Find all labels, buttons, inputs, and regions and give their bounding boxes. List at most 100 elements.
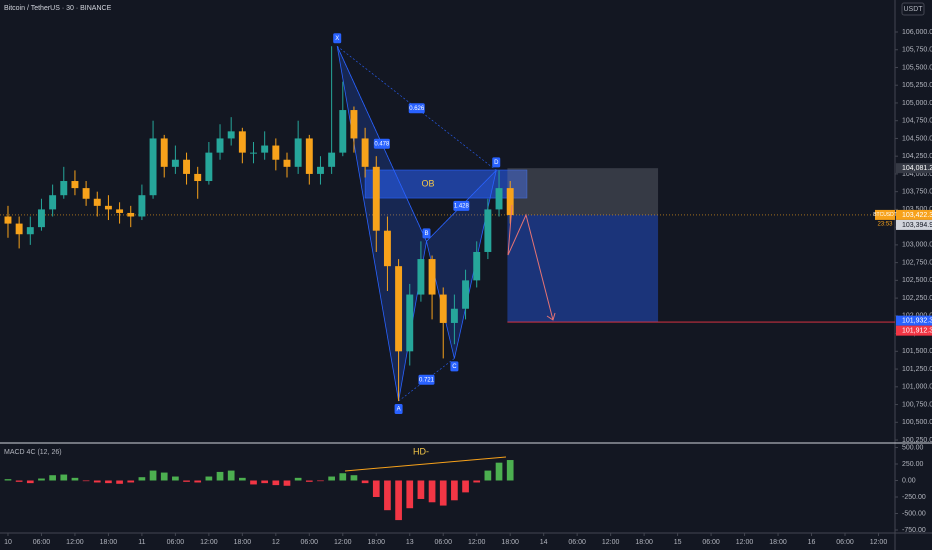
candle-body	[328, 152, 336, 167]
candle-body	[160, 138, 168, 167]
symbol-label: BTCUSDT	[873, 212, 897, 218]
price-label: 104,081.21	[902, 165, 932, 172]
y-tick-label: 250.00	[902, 461, 924, 468]
candle-body	[439, 294, 447, 323]
y-tick-label: 101,500.00	[902, 348, 932, 355]
x-tick-label: 18:00	[769, 539, 787, 546]
macd-bar	[60, 474, 68, 481]
y-tick-label: 105,750.00	[902, 47, 932, 54]
candle-body	[194, 173, 202, 182]
y-tick-label: 101,250.00	[902, 366, 932, 373]
candle-body	[406, 294, 414, 352]
candle-body	[227, 131, 235, 139]
indicator-title: MACD 4C (12, 26)	[4, 449, 62, 456]
x-tick-label: 18:00	[234, 539, 252, 546]
candle-body	[261, 145, 269, 153]
price-label-box	[896, 209, 932, 220]
macd-bar	[495, 462, 503, 481]
point-box	[422, 228, 431, 239]
point-box	[333, 33, 342, 44]
macd-bar	[127, 480, 135, 483]
price-label: 103,422.30	[902, 212, 932, 219]
y-tick-label: 101,000.00	[902, 384, 932, 391]
x-tick-label: 12:00	[870, 539, 888, 546]
candle-body	[38, 209, 45, 228]
candle-body	[149, 138, 157, 196]
candle-body	[506, 188, 514, 216]
y-tick-label: 103,000.00	[902, 242, 932, 249]
macd-bar	[462, 480, 469, 493]
ratio-box	[453, 200, 470, 211]
macd-bar	[38, 478, 45, 481]
y-tick-label: 102,750.00	[902, 259, 932, 266]
y-tick-label: 104,250.00	[902, 153, 932, 160]
divergence-line	[344, 456, 507, 472]
candle-body	[283, 159, 291, 167]
candle-body	[317, 166, 324, 174]
candle-body	[462, 280, 470, 309]
symbol-box	[875, 209, 895, 220]
macd-bar	[26, 480, 34, 484]
y-tick-label: 104,000.00	[902, 171, 932, 178]
y-tick-label: 100,500.00	[902, 419, 932, 426]
candle-body	[495, 188, 503, 210]
candle-body	[60, 181, 68, 196]
candle-body	[350, 110, 358, 139]
x-tick-label: 06:00	[167, 539, 185, 546]
candle-body	[450, 308, 458, 323]
price-label: 103,394.91	[902, 222, 932, 229]
macd-bar	[451, 480, 458, 501]
macd-bar	[105, 480, 112, 484]
y-tick-label: 104,500.00	[902, 135, 932, 142]
macd-bar	[272, 480, 280, 486]
ratio-label: 0.626	[409, 106, 425, 112]
ratio-label: 0.721	[419, 377, 435, 383]
x-tick-label: 15	[674, 539, 682, 546]
x-tick-label: 06:00	[702, 539, 720, 546]
x-tick-label: 06:00	[836, 539, 854, 546]
y-tick-label: -250.00	[902, 494, 926, 501]
y-tick-label: 100,250.00	[902, 437, 932, 444]
candle-body	[473, 251, 481, 281]
stop-zone	[507, 168, 659, 215]
macd-bar	[384, 480, 391, 511]
x-tick-label: 18:00	[368, 539, 386, 546]
candle-body	[171, 159, 179, 167]
point-label: C	[452, 364, 457, 370]
x-tick-label: 12:00	[736, 539, 754, 546]
y-tick-label: 500.00	[902, 444, 924, 451]
x-tick-label: 18:00	[100, 539, 118, 546]
x-tick-label: 10	[4, 539, 12, 546]
macd-bar	[473, 480, 481, 483]
y-tick-label: 104,750.00	[902, 118, 932, 125]
y-tick-label: 106,000.00	[902, 29, 932, 36]
macd-bar	[116, 480, 123, 484]
macd-bar	[439, 480, 447, 506]
candle-body	[417, 259, 425, 295]
y-tick-label: 105,500.00	[902, 64, 932, 71]
macd-bar	[484, 470, 492, 481]
candle-body	[4, 216, 12, 224]
macd-bar	[283, 480, 291, 486]
price-label-box	[896, 219, 932, 230]
currency-box	[901, 2, 925, 16]
macd-bar	[4, 479, 12, 481]
macd-bar	[49, 475, 56, 481]
candle-body	[138, 195, 146, 217]
y-tick-label: 105,000.00	[902, 100, 932, 107]
divergence-label: HD-	[413, 446, 429, 456]
candle-body	[361, 138, 369, 167]
macd-bar	[93, 480, 101, 483]
point-label: D	[494, 160, 499, 166]
x-tick-label: 12:00	[468, 539, 486, 546]
candle-body	[26, 227, 34, 235]
candle-body	[127, 212, 135, 217]
macd-bar	[71, 477, 79, 481]
x-tick-label: 12:00	[334, 539, 352, 546]
point-label: A	[397, 407, 401, 413]
candle-body	[15, 223, 23, 235]
candle-body	[428, 259, 436, 295]
x-tick-label: 12:00	[66, 539, 84, 546]
ratio-box	[418, 374, 435, 385]
x-tick-label: 06:00	[33, 539, 51, 546]
